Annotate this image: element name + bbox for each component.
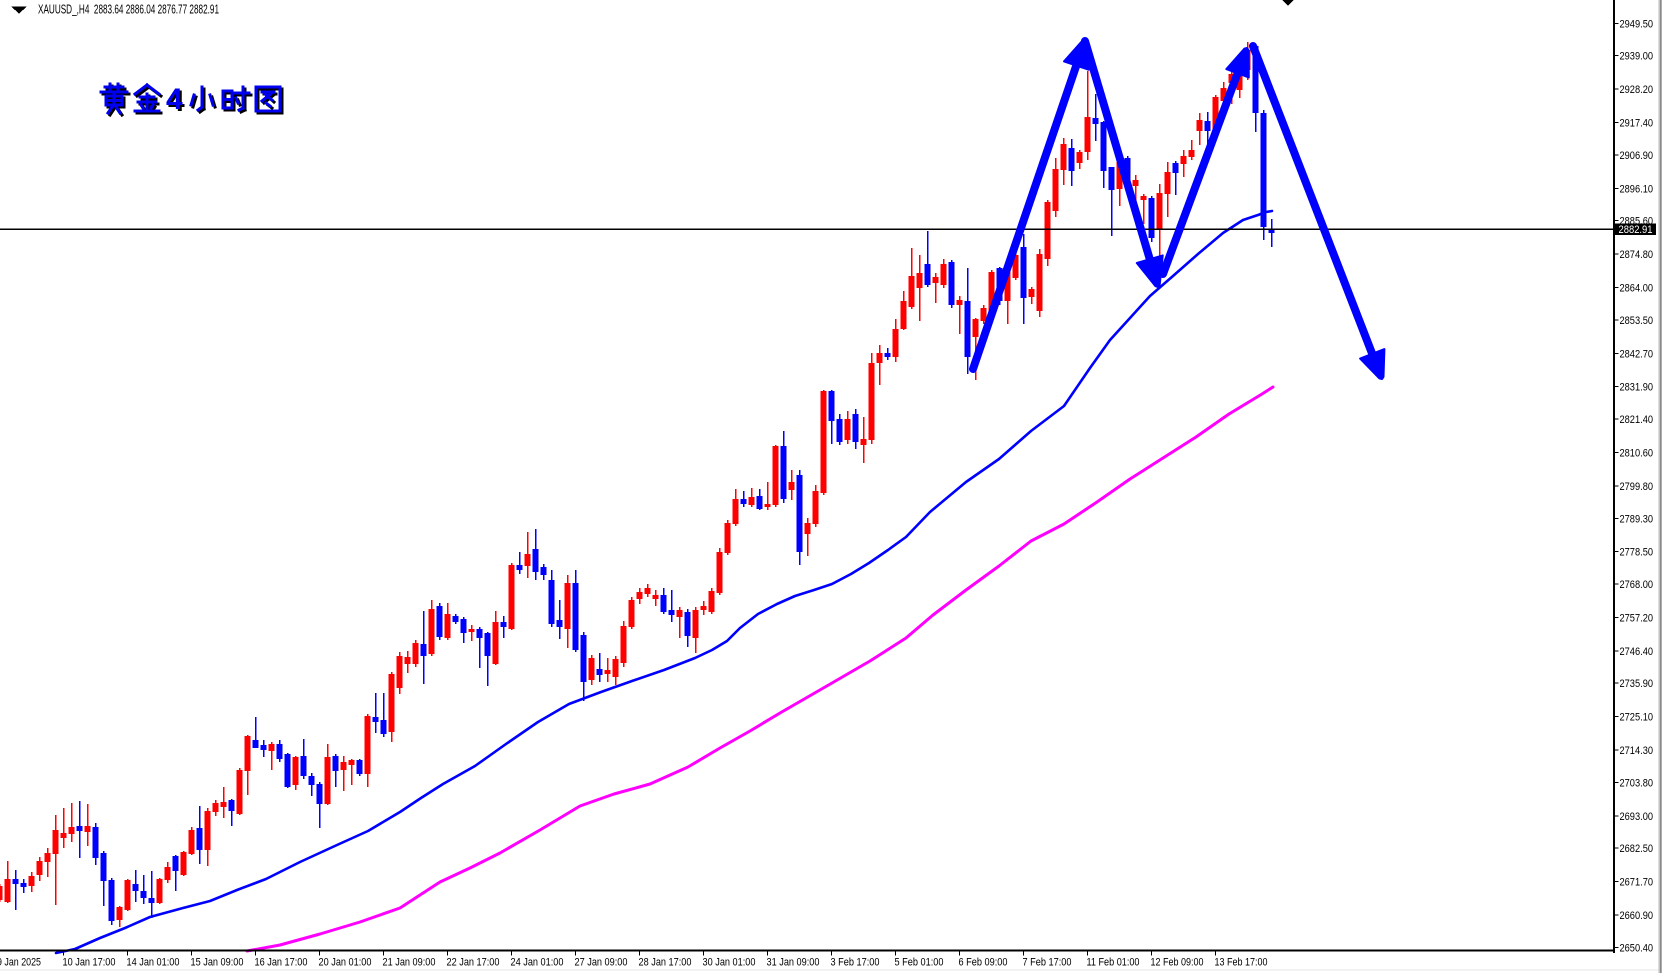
- svg-text:2949.50: 2949.50: [1620, 18, 1654, 30]
- svg-text:22 Jan 17:00: 22 Jan 17:00: [447, 957, 500, 969]
- svg-text:2746.40: 2746.40: [1620, 646, 1654, 658]
- svg-text:2660.90: 2660.90: [1620, 910, 1654, 922]
- svg-text:2778.50: 2778.50: [1620, 547, 1654, 559]
- svg-text:10 Jan 17:00: 10 Jan 17:00: [63, 957, 116, 969]
- svg-text:2928.20: 2928.20: [1620, 84, 1654, 96]
- svg-text:9 Jan 2025: 9 Jan 2025: [0, 957, 41, 969]
- svg-text:6 Feb 09:00: 6 Feb 09:00: [959, 957, 1008, 969]
- svg-text:3 Feb 17:00: 3 Feb 17:00: [831, 957, 880, 969]
- svg-text:2810.60: 2810.60: [1620, 447, 1654, 459]
- svg-text:15 Jan 09:00: 15 Jan 09:00: [191, 957, 244, 969]
- svg-text:13 Feb 17:00: 13 Feb 17:00: [1215, 957, 1268, 969]
- svg-text:2853.50: 2853.50: [1620, 315, 1654, 327]
- svg-text:12 Feb 09:00: 12 Feb 09:00: [1151, 957, 1204, 969]
- svg-text:2703.80: 2703.80: [1620, 777, 1654, 789]
- svg-text:4: 4: [168, 85, 185, 118]
- svg-text:11 Feb 01:00: 11 Feb 01:00: [1087, 957, 1140, 969]
- svg-text:2906.90: 2906.90: [1620, 150, 1654, 162]
- svg-text:2896.10: 2896.10: [1620, 183, 1654, 195]
- svg-text:2735.90: 2735.90: [1620, 678, 1654, 690]
- svg-text:14 Jan 01:00: 14 Jan 01:00: [127, 957, 180, 969]
- svg-text:31 Jan 09:00: 31 Jan 09:00: [767, 957, 820, 969]
- svg-text:2768.00: 2768.00: [1620, 579, 1654, 591]
- svg-text:XAUUSD_,H4 2883.64 2886.04 28: XAUUSD_,H4 2883.64 2886.04 2876.77 2882.…: [38, 3, 219, 17]
- svg-text:7 Feb 17:00: 7 Feb 17:00: [1023, 957, 1072, 969]
- svg-text:2682.50: 2682.50: [1620, 843, 1654, 855]
- svg-text:2671.70: 2671.70: [1620, 877, 1654, 889]
- svg-text:24 Jan 01:00: 24 Jan 01:00: [511, 957, 564, 969]
- svg-text:2874.80: 2874.80: [1620, 249, 1654, 261]
- svg-text:21 Jan 09:00: 21 Jan 09:00: [383, 957, 436, 969]
- svg-text:2693.00: 2693.00: [1620, 811, 1654, 823]
- svg-text:2725.10: 2725.10: [1620, 712, 1654, 724]
- svg-text:16 Jan 17:00: 16 Jan 17:00: [255, 957, 308, 969]
- svg-text:2757.20: 2757.20: [1620, 612, 1654, 624]
- svg-text:2864.00: 2864.00: [1620, 283, 1654, 295]
- svg-text:2842.70: 2842.70: [1620, 348, 1654, 360]
- svg-text:5 Feb 01:00: 5 Feb 01:00: [895, 957, 944, 969]
- svg-text:2650.40: 2650.40: [1620, 942, 1654, 954]
- svg-text:28 Jan 17:00: 28 Jan 17:00: [639, 957, 692, 969]
- svg-text:2789.30: 2789.30: [1620, 513, 1654, 525]
- svg-text:2939.00: 2939.00: [1620, 51, 1654, 63]
- svg-text:2714.30: 2714.30: [1620, 745, 1654, 757]
- svg-text:2821.40: 2821.40: [1620, 414, 1654, 426]
- svg-text:2799.80: 2799.80: [1620, 481, 1654, 493]
- svg-text:27 Jan 09:00: 27 Jan 09:00: [575, 957, 628, 969]
- svg-text:2882.91: 2882.91: [1619, 224, 1653, 236]
- svg-text:4: 4: [166, 83, 183, 116]
- svg-text:20 Jan 01:00: 20 Jan 01:00: [319, 957, 372, 969]
- svg-text:30 Jan 01:00: 30 Jan 01:00: [703, 957, 756, 969]
- svg-text:2831.90: 2831.90: [1620, 382, 1654, 394]
- svg-text:2917.40: 2917.40: [1620, 118, 1654, 130]
